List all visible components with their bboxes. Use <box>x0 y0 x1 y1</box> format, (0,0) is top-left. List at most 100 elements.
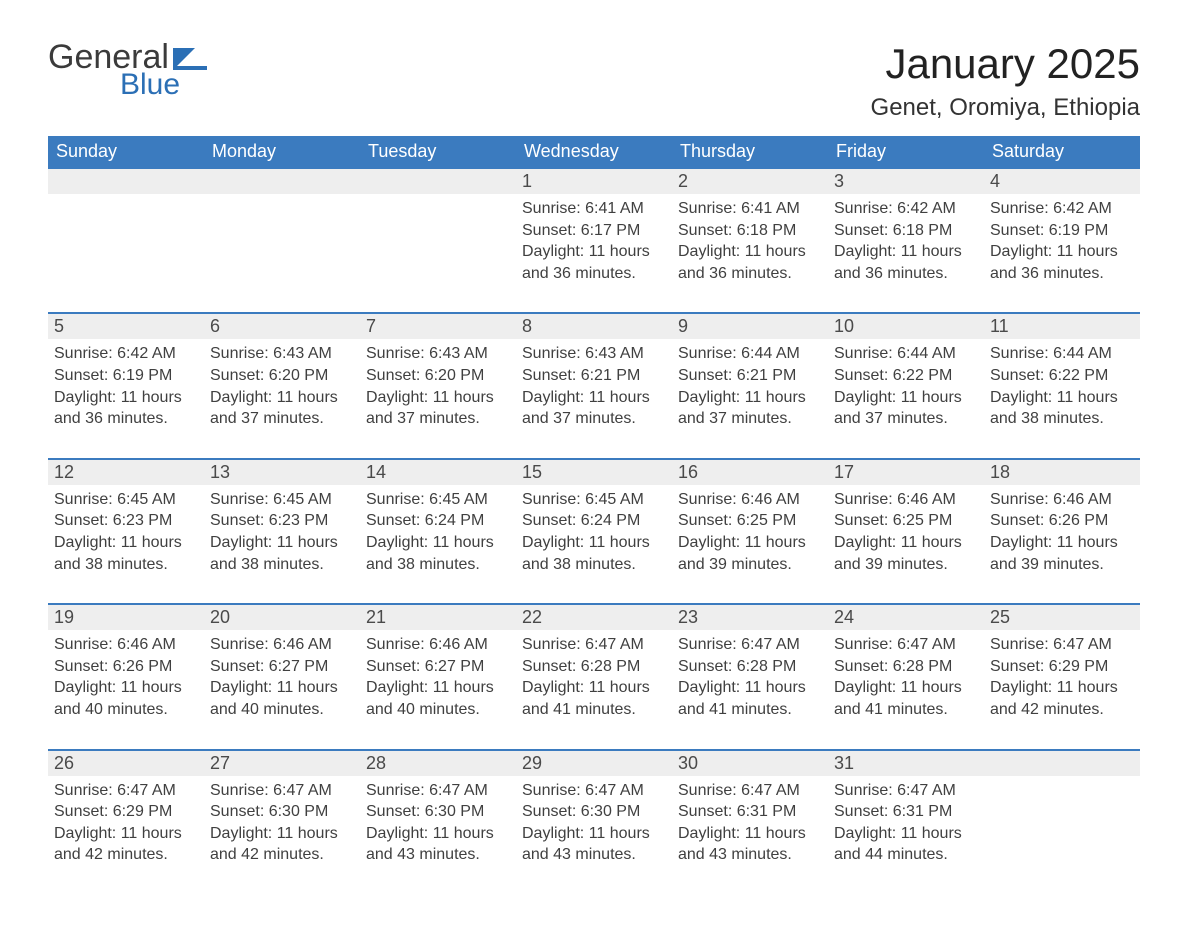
calendar-day-cell: 14Sunrise: 6:45 AMSunset: 6:24 PMDayligh… <box>360 459 516 604</box>
sunset-text: Sunset: 6:23 PM <box>54 510 198 532</box>
calendar-day-cell: 7Sunrise: 6:43 AMSunset: 6:20 PMDaylight… <box>360 313 516 458</box>
sunset-text: Sunset: 6:30 PM <box>210 801 354 823</box>
sunrise-text: Sunrise: 6:47 AM <box>678 780 822 802</box>
sunrise-text: Sunrise: 6:41 AM <box>522 198 666 220</box>
sunset-text: Sunset: 6:25 PM <box>678 510 822 532</box>
daylight-text: Daylight: 11 hours and 42 minutes. <box>210 823 354 866</box>
daylight-text: Daylight: 11 hours and 42 minutes. <box>54 823 198 866</box>
sunrise-text: Sunrise: 6:42 AM <box>834 198 978 220</box>
calendar-header-row: SundayMondayTuesdayWednesdayThursdayFrid… <box>48 136 1140 168</box>
sunrise-text: Sunrise: 6:44 AM <box>834 343 978 365</box>
day-details: Sunrise: 6:44 AMSunset: 6:21 PMDaylight:… <box>672 339 828 457</box>
sunset-text: Sunset: 6:19 PM <box>54 365 198 387</box>
day-number: 11 <box>984 314 1140 339</box>
day-number: 28 <box>360 751 516 776</box>
sunset-text: Sunset: 6:27 PM <box>210 656 354 678</box>
day-number: 20 <box>204 605 360 630</box>
sunrise-text: Sunrise: 6:47 AM <box>522 780 666 802</box>
day-details: Sunrise: 6:46 AMSunset: 6:25 PMDaylight:… <box>672 485 828 603</box>
calendar-week-row: 26Sunrise: 6:47 AMSunset: 6:29 PMDayligh… <box>48 750 1140 894</box>
day-details: Sunrise: 6:45 AMSunset: 6:24 PMDaylight:… <box>360 485 516 603</box>
sunset-text: Sunset: 6:24 PM <box>366 510 510 532</box>
sunset-text: Sunset: 6:28 PM <box>834 656 978 678</box>
calendar-day-cell: 24Sunrise: 6:47 AMSunset: 6:28 PMDayligh… <box>828 604 984 749</box>
daylight-text: Daylight: 11 hours and 43 minutes. <box>366 823 510 866</box>
day-number: 7 <box>360 314 516 339</box>
calendar-day-cell: 31Sunrise: 6:47 AMSunset: 6:31 PMDayligh… <box>828 750 984 894</box>
day-number <box>360 169 516 194</box>
day-number: 10 <box>828 314 984 339</box>
day-details: Sunrise: 6:47 AMSunset: 6:31 PMDaylight:… <box>672 776 828 894</box>
weekday-header: Sunday <box>48 136 204 168</box>
day-details: Sunrise: 6:46 AMSunset: 6:25 PMDaylight:… <box>828 485 984 603</box>
sunset-text: Sunset: 6:28 PM <box>522 656 666 678</box>
weekday-header: Saturday <box>984 136 1140 168</box>
calendar-day-cell: 10Sunrise: 6:44 AMSunset: 6:22 PMDayligh… <box>828 313 984 458</box>
day-number: 29 <box>516 751 672 776</box>
calendar-day-cell <box>48 168 204 313</box>
calendar-table: SundayMondayTuesdayWednesdayThursdayFrid… <box>48 136 1140 894</box>
calendar-day-cell: 5Sunrise: 6:42 AMSunset: 6:19 PMDaylight… <box>48 313 204 458</box>
calendar-day-cell: 4Sunrise: 6:42 AMSunset: 6:19 PMDaylight… <box>984 168 1140 313</box>
day-number: 12 <box>48 460 204 485</box>
daylight-text: Daylight: 11 hours and 44 minutes. <box>834 823 978 866</box>
sunrise-text: Sunrise: 6:45 AM <box>54 489 198 511</box>
brand-blue: Blue <box>120 70 207 100</box>
day-details: Sunrise: 6:45 AMSunset: 6:24 PMDaylight:… <box>516 485 672 603</box>
sunrise-text: Sunrise: 6:47 AM <box>678 634 822 656</box>
day-details: Sunrise: 6:46 AMSunset: 6:26 PMDaylight:… <box>48 630 204 748</box>
calendar-day-cell <box>984 750 1140 894</box>
sunrise-text: Sunrise: 6:46 AM <box>366 634 510 656</box>
sunrise-text: Sunrise: 6:41 AM <box>678 198 822 220</box>
daylight-text: Daylight: 11 hours and 36 minutes. <box>834 241 978 284</box>
day-number: 27 <box>204 751 360 776</box>
sunset-text: Sunset: 6:17 PM <box>522 220 666 242</box>
daylight-text: Daylight: 11 hours and 36 minutes. <box>678 241 822 284</box>
day-details: Sunrise: 6:47 AMSunset: 6:29 PMDaylight:… <box>984 630 1140 748</box>
daylight-text: Daylight: 11 hours and 36 minutes. <box>522 241 666 284</box>
sunset-text: Sunset: 6:28 PM <box>678 656 822 678</box>
sunset-text: Sunset: 6:20 PM <box>366 365 510 387</box>
day-details: Sunrise: 6:47 AMSunset: 6:30 PMDaylight:… <box>516 776 672 894</box>
sunrise-text: Sunrise: 6:45 AM <box>210 489 354 511</box>
sunrise-text: Sunrise: 6:45 AM <box>366 489 510 511</box>
day-details: Sunrise: 6:42 AMSunset: 6:18 PMDaylight:… <box>828 194 984 312</box>
day-details: Sunrise: 6:46 AMSunset: 6:26 PMDaylight:… <box>984 485 1140 603</box>
weekday-header: Wednesday <box>516 136 672 168</box>
day-details <box>984 776 1140 846</box>
sunrise-text: Sunrise: 6:46 AM <box>678 489 822 511</box>
day-number <box>48 169 204 194</box>
daylight-text: Daylight: 11 hours and 37 minutes. <box>522 387 666 430</box>
sunset-text: Sunset: 6:30 PM <box>522 801 666 823</box>
day-details: Sunrise: 6:41 AMSunset: 6:17 PMDaylight:… <box>516 194 672 312</box>
calendar-day-cell: 13Sunrise: 6:45 AMSunset: 6:23 PMDayligh… <box>204 459 360 604</box>
calendar-day-cell: 16Sunrise: 6:46 AMSunset: 6:25 PMDayligh… <box>672 459 828 604</box>
sunset-text: Sunset: 6:29 PM <box>54 801 198 823</box>
day-details: Sunrise: 6:43 AMSunset: 6:20 PMDaylight:… <box>360 339 516 457</box>
daylight-text: Daylight: 11 hours and 41 minutes. <box>522 677 666 720</box>
daylight-text: Daylight: 11 hours and 39 minutes. <box>834 532 978 575</box>
day-number: 13 <box>204 460 360 485</box>
sunset-text: Sunset: 6:30 PM <box>366 801 510 823</box>
sunrise-text: Sunrise: 6:47 AM <box>210 780 354 802</box>
calendar-day-cell: 8Sunrise: 6:43 AMSunset: 6:21 PMDaylight… <box>516 313 672 458</box>
calendar-day-cell: 18Sunrise: 6:46 AMSunset: 6:26 PMDayligh… <box>984 459 1140 604</box>
daylight-text: Daylight: 11 hours and 38 minutes. <box>54 532 198 575</box>
weekday-header: Tuesday <box>360 136 516 168</box>
calendar-day-cell: 11Sunrise: 6:44 AMSunset: 6:22 PMDayligh… <box>984 313 1140 458</box>
sunset-text: Sunset: 6:31 PM <box>678 801 822 823</box>
calendar-day-cell: 26Sunrise: 6:47 AMSunset: 6:29 PMDayligh… <box>48 750 204 894</box>
weekday-header: Thursday <box>672 136 828 168</box>
day-number: 24 <box>828 605 984 630</box>
day-details: Sunrise: 6:44 AMSunset: 6:22 PMDaylight:… <box>984 339 1140 457</box>
sunset-text: Sunset: 6:18 PM <box>678 220 822 242</box>
daylight-text: Daylight: 11 hours and 38 minutes. <box>990 387 1134 430</box>
day-number: 22 <box>516 605 672 630</box>
day-details: Sunrise: 6:47 AMSunset: 6:29 PMDaylight:… <box>48 776 204 894</box>
daylight-text: Daylight: 11 hours and 41 minutes. <box>678 677 822 720</box>
sunset-text: Sunset: 6:24 PM <box>522 510 666 532</box>
sunset-text: Sunset: 6:29 PM <box>990 656 1134 678</box>
daylight-text: Daylight: 11 hours and 37 minutes. <box>210 387 354 430</box>
daylight-text: Daylight: 11 hours and 39 minutes. <box>678 532 822 575</box>
calendar-week-row: 12Sunrise: 6:45 AMSunset: 6:23 PMDayligh… <box>48 459 1140 604</box>
